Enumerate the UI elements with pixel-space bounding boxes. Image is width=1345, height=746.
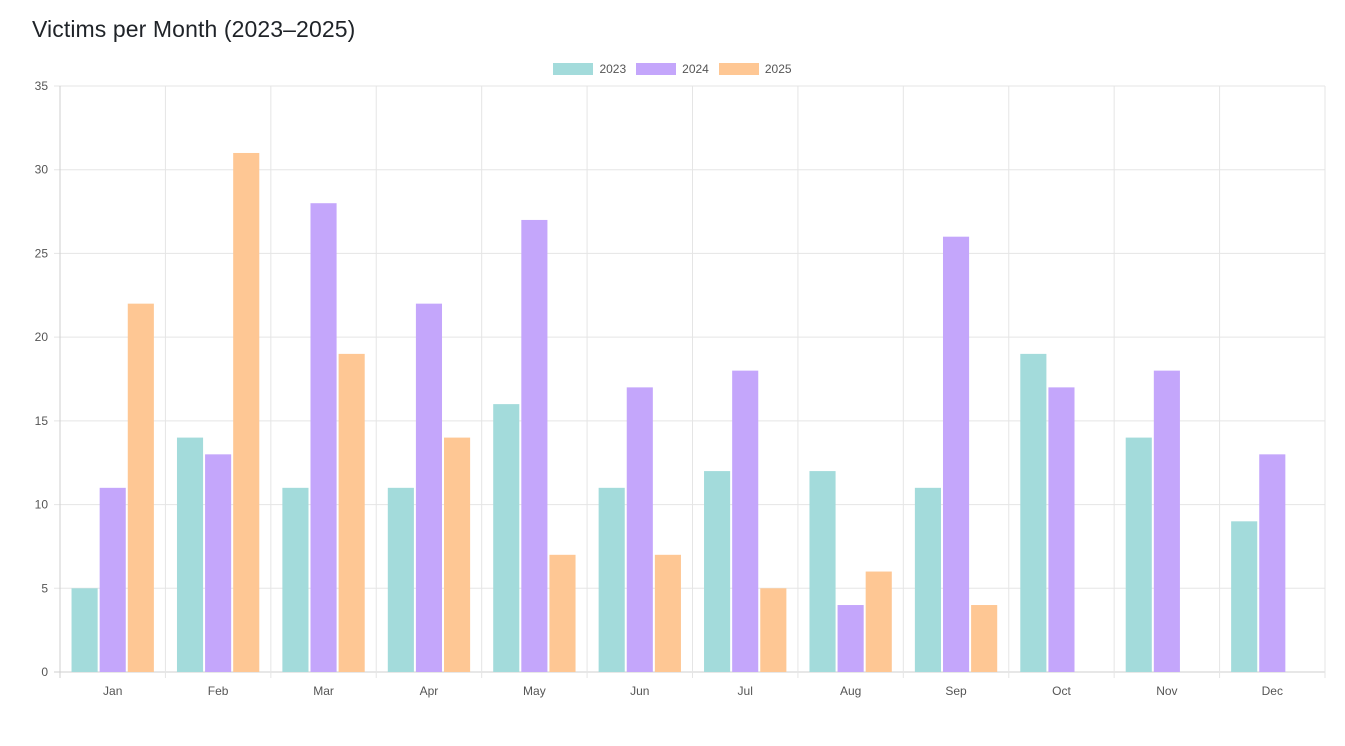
x-tick-label: Mar bbox=[313, 684, 334, 698]
x-tick-label: Jan bbox=[103, 684, 122, 698]
y-tick-label: 0 bbox=[41, 665, 48, 679]
x-tick-label: Nov bbox=[1156, 684, 1177, 698]
legend-swatch-2025 bbox=[718, 63, 759, 75]
bar-2025-jun bbox=[654, 554, 681, 672]
bar-2023-apr bbox=[387, 487, 414, 672]
y-tick-label: 35 bbox=[35, 79, 49, 93]
x-tick-label: Jun bbox=[630, 684, 649, 698]
bar-2023-mar bbox=[282, 487, 309, 672]
legend-item-2024[interactable]: 2024 bbox=[636, 62, 709, 76]
bar-2024-may bbox=[521, 219, 548, 672]
bar-2023-sep bbox=[914, 487, 941, 672]
bar-2023-feb bbox=[176, 437, 204, 672]
bar-2024-jul bbox=[732, 370, 759, 672]
y-tick-label: 20 bbox=[35, 330, 49, 344]
bar-2024-dec bbox=[1259, 454, 1286, 672]
bar-2025-jul bbox=[760, 588, 787, 672]
y-tick-label: 10 bbox=[35, 498, 49, 512]
x-tick-label: Oct bbox=[1052, 684, 1071, 698]
bar-2024-oct bbox=[1048, 387, 1075, 672]
legend-label-2024: 2024 bbox=[682, 62, 709, 76]
legend-item-2023[interactable]: 2023 bbox=[553, 62, 626, 76]
chart-title: Victims per Month (2023–2025) bbox=[32, 16, 356, 42]
y-tick-label: 30 bbox=[35, 163, 49, 177]
bar-2023-oct bbox=[1020, 353, 1047, 672]
bar-2023-may bbox=[493, 404, 520, 672]
bar-2025-mar bbox=[338, 353, 365, 672]
bar-2023-aug bbox=[809, 471, 836, 672]
x-tick-label: Feb bbox=[208, 684, 229, 698]
chart-legend: 2023 2024 2025 bbox=[0, 62, 1345, 76]
bar-2024-feb bbox=[205, 454, 232, 672]
bar-2024-aug bbox=[837, 605, 864, 672]
x-tick-label: Dec bbox=[1262, 684, 1283, 698]
x-tick-label: Jul bbox=[738, 684, 753, 698]
bar-2024-sep bbox=[942, 236, 970, 672]
bar-2024-nov bbox=[1153, 370, 1180, 672]
x-tick-label: May bbox=[523, 684, 546, 698]
legend-swatch-2024 bbox=[636, 63, 677, 75]
legend-item-2025[interactable]: 2025 bbox=[718, 62, 792, 76]
legend-label-2025: 2025 bbox=[764, 62, 792, 76]
x-tick-label: Apr bbox=[420, 684, 439, 698]
legend-swatch-2023 bbox=[553, 63, 594, 75]
y-tick-label: 15 bbox=[35, 414, 49, 428]
bar-2024-jan bbox=[99, 487, 126, 672]
bar-2023-jan bbox=[71, 588, 98, 672]
bar-2025-may bbox=[549, 554, 576, 672]
bar-2023-dec bbox=[1231, 521, 1258, 672]
x-tick-label: Aug bbox=[840, 684, 861, 698]
bar-2024-apr bbox=[415, 303, 443, 672]
y-tick-label: 25 bbox=[35, 246, 49, 260]
y-tick-label: 5 bbox=[41, 581, 48, 595]
bar-2025-sep bbox=[971, 605, 998, 672]
bar-2025-feb bbox=[233, 152, 260, 672]
bar-2024-mar bbox=[310, 203, 337, 672]
bar-2023-nov bbox=[1125, 437, 1152, 672]
legend-label-2023: 2023 bbox=[599, 62, 627, 76]
bar-2025-jan bbox=[127, 303, 154, 672]
bar-2023-jul bbox=[704, 471, 731, 672]
bar-2025-aug bbox=[865, 571, 892, 672]
x-tick-label: Sep bbox=[945, 684, 967, 698]
bar-2024-jun bbox=[626, 387, 653, 672]
bar-2023-jun bbox=[598, 487, 625, 672]
bar-2025-apr bbox=[444, 437, 471, 672]
